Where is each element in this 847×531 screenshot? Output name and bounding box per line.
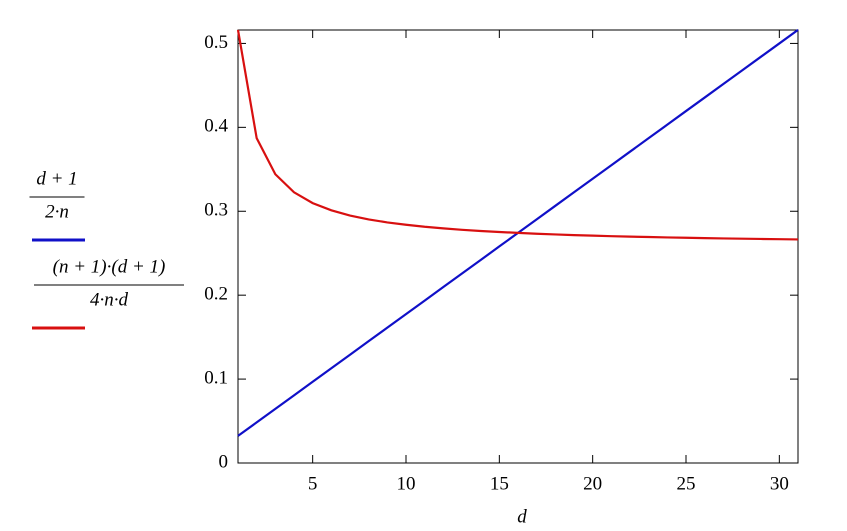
x-tick-label: 10 (397, 473, 416, 494)
x-axis-label: d (517, 506, 527, 527)
legend-denominator: 4·n·d (90, 289, 129, 310)
x-tick-label: 25 (677, 473, 696, 494)
x-tick-label: 15 (490, 473, 509, 494)
series-line (236, 29, 799, 241)
y-tick-label: 0 (219, 451, 229, 472)
x-tick-label: 30 (770, 473, 789, 494)
legend-numerator: (n + 1)·(d + 1) (53, 256, 166, 277)
y-tick-label: 0.2 (204, 284, 228, 305)
legend-denominator: 2·n (45, 201, 69, 222)
legend: d + 1 2·n (n + 1)·(d + 1) 4·n·d (29, 168, 184, 330)
y-tick-label: 0.3 (204, 200, 228, 221)
legend-numerator: d + 1 (36, 168, 77, 189)
y-tick-label: 0.5 (204, 32, 228, 53)
plot-frame (237, 29, 799, 464)
x-tick-label: 20 (583, 473, 602, 494)
x-tick-label: 5 (308, 473, 318, 494)
y-tick-label: 0.1 (204, 367, 228, 388)
y-tick-label: 0.4 (204, 116, 228, 137)
